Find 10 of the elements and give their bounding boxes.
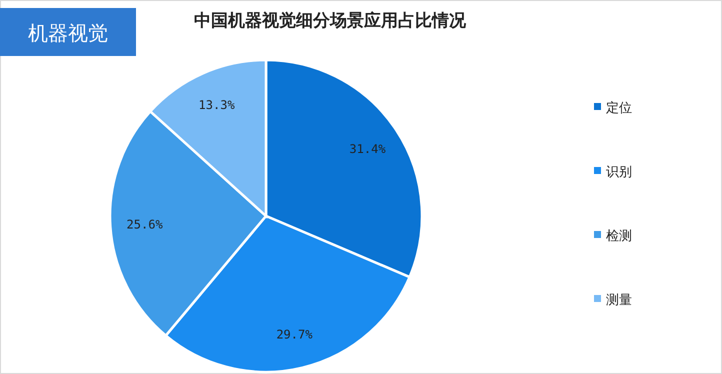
legend-label: 定位 [606,101,632,116]
legend-label: 检测 [606,229,632,244]
data-label: 29.7% [276,327,314,342]
data-label: 31.4% [349,142,386,156]
data-label: 13.3% [198,98,236,112]
chart-title: 中国机器视觉细分场景应用占比情况 [194,11,467,31]
data-label: 25.6% [126,217,164,232]
badge: 机器视觉 [0,8,136,56]
legend-label: 测量 [606,293,632,308]
legend-label: 识别 [606,165,632,180]
